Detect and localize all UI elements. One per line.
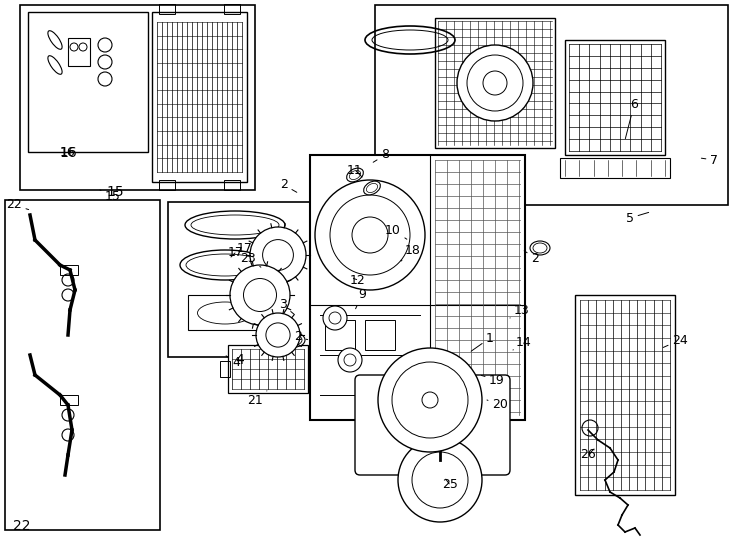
Circle shape [378,348,482,452]
Bar [575,295,675,495]
Bar [152,12,247,182]
Text: 22: 22 [6,199,29,212]
Text: 15: 15 [100,190,121,202]
Bar [365,320,395,350]
Text: 2: 2 [280,179,297,192]
Circle shape [230,265,290,325]
Bar [159,180,175,190]
Text: 25: 25 [442,478,458,491]
Text: 8: 8 [373,148,389,163]
Ellipse shape [530,241,550,255]
Text: 11: 11 [347,164,363,177]
Bar [224,180,240,190]
Text: 17: 17 [237,241,253,254]
Bar [60,265,78,275]
Text: 16: 16 [60,146,76,159]
Text: 3: 3 [279,299,294,314]
Bar [20,5,255,190]
Text: 12: 12 [350,273,366,287]
Ellipse shape [285,333,305,347]
Bar [68,38,90,66]
Text: 2: 2 [294,330,308,343]
Circle shape [398,438,482,522]
Bar [60,395,78,405]
Bar [28,12,148,152]
Bar [310,155,525,420]
Bar [159,4,175,14]
Bar [565,40,665,155]
Circle shape [256,313,300,357]
Text: 14: 14 [513,335,532,350]
Bar [325,320,355,350]
Text: 10: 10 [385,224,407,239]
Text: 13: 13 [510,303,530,318]
Circle shape [338,348,362,372]
Ellipse shape [363,181,380,195]
Text: 20: 20 [487,399,508,411]
Bar [224,4,240,14]
Text: 5: 5 [626,212,649,225]
Text: 15: 15 [106,185,124,199]
Text: 16: 16 [59,146,77,160]
Bar [375,5,728,205]
Text: 23: 23 [240,252,261,267]
FancyBboxPatch shape [355,375,510,475]
Text: 17: 17 [228,246,244,259]
Circle shape [315,180,425,290]
Text: 4: 4 [236,353,244,367]
Circle shape [323,306,347,330]
Text: 4: 4 [226,356,240,369]
Circle shape [250,227,306,283]
Text: 21: 21 [247,391,267,407]
Text: 9: 9 [355,288,366,309]
Bar [188,295,263,330]
Circle shape [457,45,533,121]
Text: 24: 24 [664,334,688,347]
Text: 2: 2 [524,251,539,265]
Text: 18: 18 [401,244,421,261]
Text: 22: 22 [13,519,31,533]
Circle shape [392,362,468,438]
Text: 1: 1 [471,332,494,351]
Text: 7: 7 [702,153,718,166]
Circle shape [467,55,523,111]
Bar [228,345,308,393]
Bar [5,200,160,530]
Ellipse shape [346,168,363,182]
Text: 26: 26 [580,449,596,462]
Bar [560,158,670,178]
Bar [168,202,313,357]
Bar [435,18,555,148]
Text: 19: 19 [482,374,505,387]
Bar [220,361,230,377]
Text: 6: 6 [625,98,638,139]
